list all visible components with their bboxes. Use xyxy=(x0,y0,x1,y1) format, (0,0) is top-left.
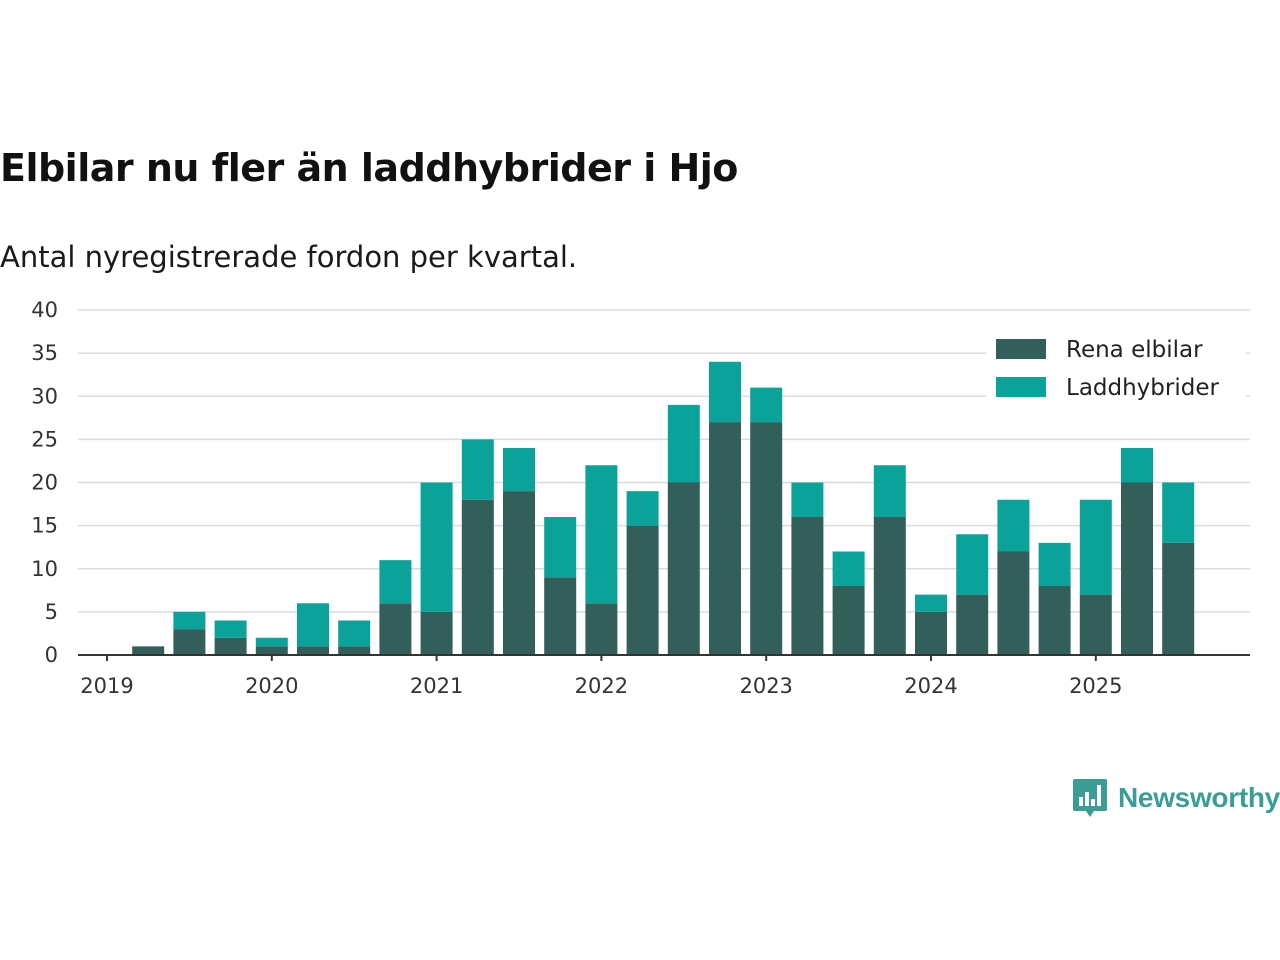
x-tick-label: 2019 xyxy=(80,674,133,698)
bar-laddhybrider xyxy=(214,620,247,638)
bar-laddhybrider xyxy=(255,637,288,647)
newsworthy-logo: Newsworthy xyxy=(1072,776,1280,820)
bar-rena-elbilar xyxy=(379,603,412,655)
brand-name: Newsworthy xyxy=(1118,782,1280,813)
bar-rena-elbilar xyxy=(297,646,329,655)
bar-laddhybrider xyxy=(750,387,783,423)
bar-rena-elbilar xyxy=(832,586,865,655)
bar-laddhybrider xyxy=(1038,542,1071,586)
legend-swatch xyxy=(996,339,1046,359)
bar-laddhybrider xyxy=(709,361,741,423)
x-tick-label: 2023 xyxy=(739,674,792,698)
bar-rena-elbilar xyxy=(214,637,247,655)
bar-rena-elbilar xyxy=(750,422,783,655)
bar-laddhybrider xyxy=(915,594,947,612)
y-tick-label: 35 xyxy=(31,341,58,365)
bar-laddhybrider xyxy=(297,603,329,647)
bar-laddhybrider xyxy=(585,465,618,604)
bar-rena-elbilar xyxy=(585,603,618,655)
bar-laddhybrider xyxy=(173,611,206,630)
bar-rena-elbilar xyxy=(503,491,535,655)
bar-chart-speech-bubble-icon xyxy=(1073,779,1107,817)
bar-laddhybrider xyxy=(1162,482,1195,543)
bar-rena-elbilar xyxy=(1079,594,1112,655)
x-tick-label: 2024 xyxy=(904,674,957,698)
y-tick-label: 5 xyxy=(45,600,58,624)
bar-rena-elbilar xyxy=(667,482,700,655)
legend-swatch xyxy=(996,377,1046,397)
bar-laddhybrider xyxy=(956,534,989,595)
y-tick-label: 25 xyxy=(31,427,58,451)
y-tick-label: 10 xyxy=(31,557,58,581)
bar-rena-elbilar xyxy=(255,646,288,655)
bar-laddhybrider xyxy=(791,482,824,517)
chart-subtitle: Antal nyregistrerade fordon per kvartal. xyxy=(0,240,578,274)
bar-rena-elbilar xyxy=(626,525,659,655)
bar-laddhybrider xyxy=(832,551,865,586)
bar-laddhybrider xyxy=(1121,448,1153,483)
y-tick-label: 20 xyxy=(31,471,58,495)
bar-laddhybrider xyxy=(461,439,494,500)
bar-laddhybrider xyxy=(544,517,577,578)
legend-label: Laddhybrider xyxy=(1066,375,1219,401)
bar-laddhybrider xyxy=(667,404,700,483)
bar-laddhybrider xyxy=(873,465,906,517)
bar-laddhybrider xyxy=(626,491,659,526)
y-tick-label: 30 xyxy=(31,384,58,408)
bar-laddhybrider xyxy=(379,560,412,604)
x-tick-label: 2022 xyxy=(575,674,628,698)
bar-rena-elbilar xyxy=(1162,542,1195,655)
bar-rena-elbilar xyxy=(420,611,453,655)
bar-rena-elbilar xyxy=(791,517,824,655)
x-tick-label: 2025 xyxy=(1069,674,1122,698)
y-tick-label: 15 xyxy=(31,514,58,538)
bar-rena-elbilar xyxy=(873,517,906,655)
bar-rena-elbilar xyxy=(544,577,577,655)
bar-rena-elbilar xyxy=(709,422,741,655)
bar-rena-elbilar xyxy=(956,594,989,655)
bar-rena-elbilar xyxy=(1038,586,1071,655)
bar-rena-elbilar xyxy=(1121,482,1153,655)
chart-title: Elbilar nu fler än laddhybrider i Hjo xyxy=(0,146,738,190)
bar-laddhybrider xyxy=(997,499,1030,552)
x-tick-label: 2020 xyxy=(245,674,298,698)
bar-laddhybrider xyxy=(420,482,453,612)
bar-laddhybrider xyxy=(503,448,535,492)
bar-rena-elbilar xyxy=(338,646,371,655)
y-tick-label: 40 xyxy=(31,298,58,322)
bar-rena-elbilar xyxy=(132,646,165,655)
y-tick-label: 0 xyxy=(45,643,58,667)
bar-laddhybrider xyxy=(338,620,371,647)
x-tick-label: 2021 xyxy=(410,674,463,698)
bar-laddhybrider xyxy=(1079,499,1112,595)
bar-rena-elbilar xyxy=(915,611,947,655)
legend-label: Rena elbilar xyxy=(1066,337,1203,363)
bar-rena-elbilar xyxy=(173,629,206,655)
bar-rena-elbilar xyxy=(461,499,494,655)
bar-rena-elbilar xyxy=(997,551,1030,655)
